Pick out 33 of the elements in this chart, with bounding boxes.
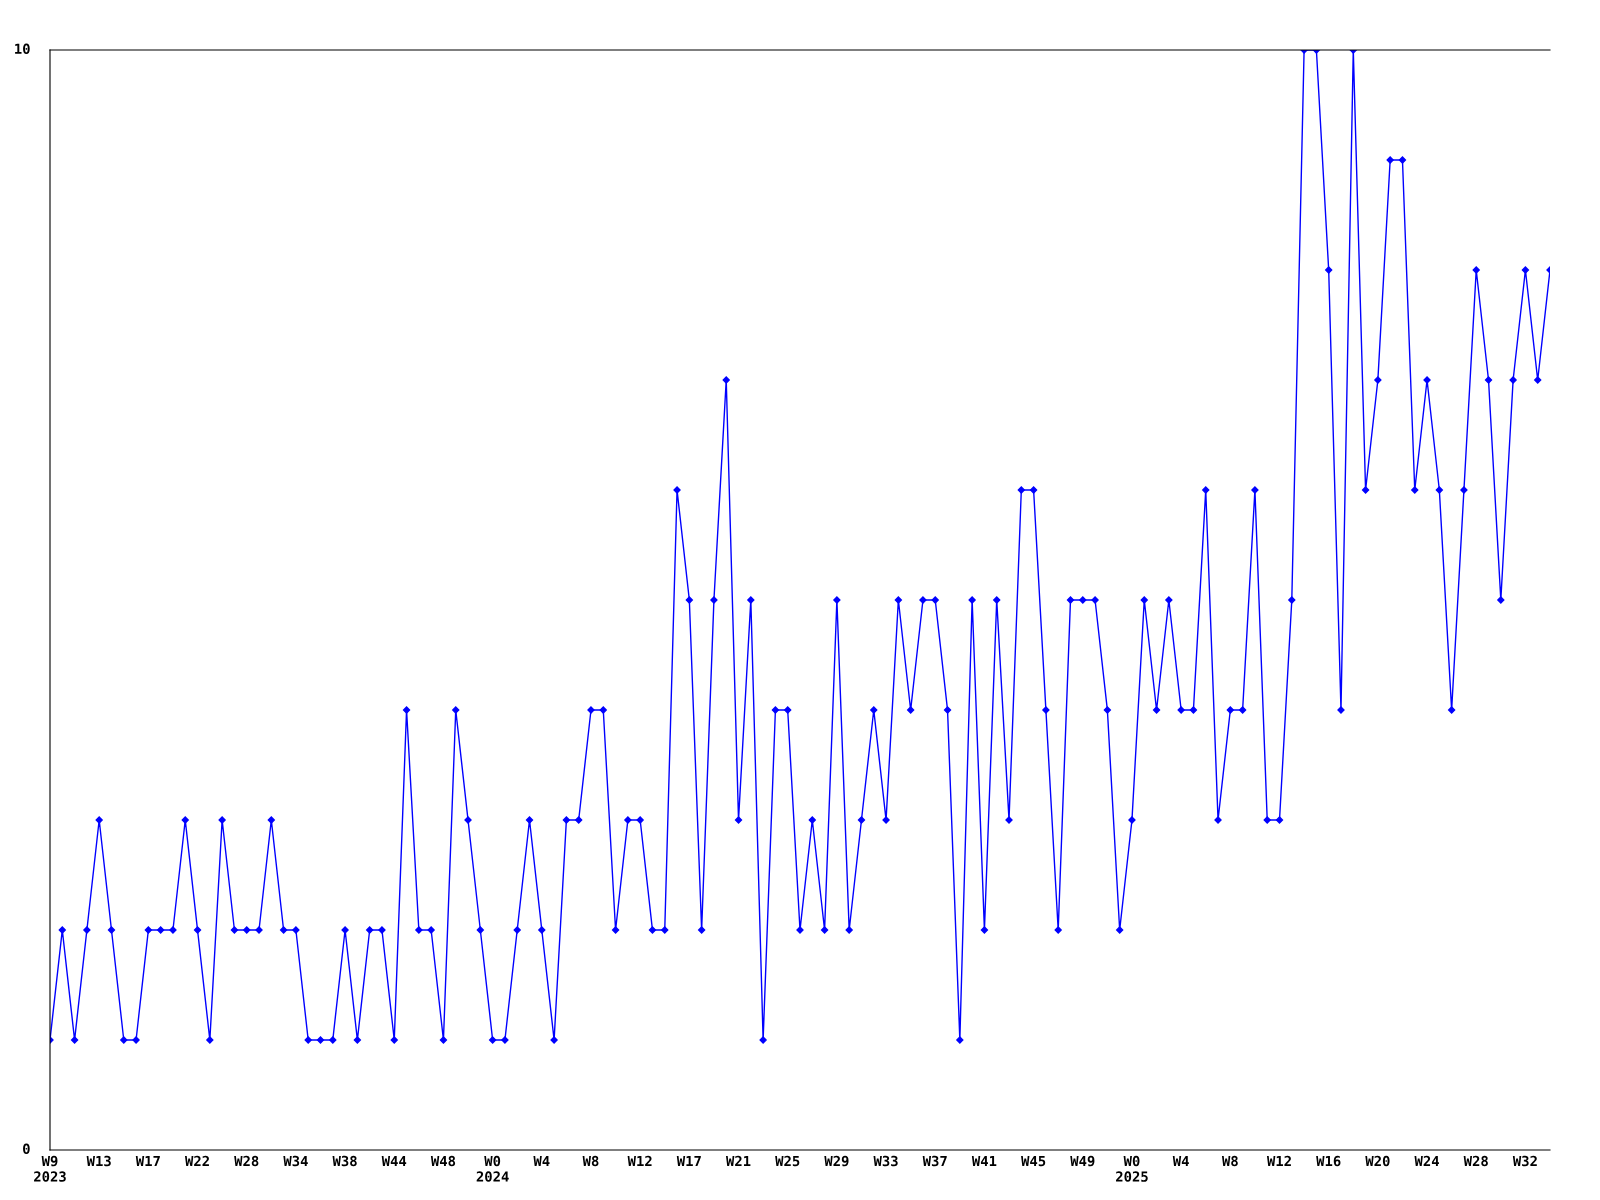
- x-tick-label: W0 2025: [1116, 1155, 1148, 1182]
- x-tick-label: W0 2024: [476, 1155, 509, 1182]
- x-tick-label: W9 2023: [34, 1155, 66, 1182]
- x-tick-label: W8: [1221, 1155, 1238, 1167]
- x-tick-label: W25: [775, 1155, 800, 1167]
- x-tick-label: W41: [971, 1155, 997, 1167]
- x-tick-label: W32: [1512, 1155, 1537, 1167]
- x-tick-label: W17: [135, 1155, 160, 1167]
- x-tick-label: W4: [1172, 1155, 1189, 1167]
- x-tick-label: W24: [1414, 1155, 1439, 1167]
- x-tick-label: W48: [430, 1155, 456, 1167]
- x-tick-label: W17: [676, 1155, 701, 1167]
- x-tick-label: W20: [1365, 1155, 1390, 1167]
- x-tick-label: W49: [1070, 1155, 1095, 1167]
- x-tick-label: W12: [1266, 1155, 1291, 1167]
- x-tick-label: W38: [332, 1155, 357, 1167]
- x-tick-label: W37: [922, 1155, 947, 1167]
- x-tick-label: W44: [381, 1155, 407, 1167]
- x-tick-label: W4: [533, 1155, 550, 1167]
- x-tick-label: W8: [582, 1155, 599, 1167]
- x-tick-label: W33: [873, 1155, 898, 1167]
- x-tick-label: W45: [1021, 1155, 1046, 1167]
- x-tick-label: W28: [234, 1155, 259, 1167]
- y-tick-label: 0: [23, 1143, 30, 1154]
- x-tick-label: W16: [1316, 1155, 1341, 1167]
- y-tick-label: 10: [15, 43, 30, 55]
- x-tick-label: W12: [627, 1155, 652, 1167]
- x-tick-label: W28: [1463, 1155, 1488, 1167]
- x-tick-label: W21: [725, 1155, 751, 1167]
- x-tick-label: W29: [824, 1155, 849, 1167]
- x-tick-label: W34: [283, 1155, 308, 1167]
- x-tick-label: W22: [185, 1155, 209, 1167]
- x-tick-label: W13: [86, 1155, 111, 1167]
